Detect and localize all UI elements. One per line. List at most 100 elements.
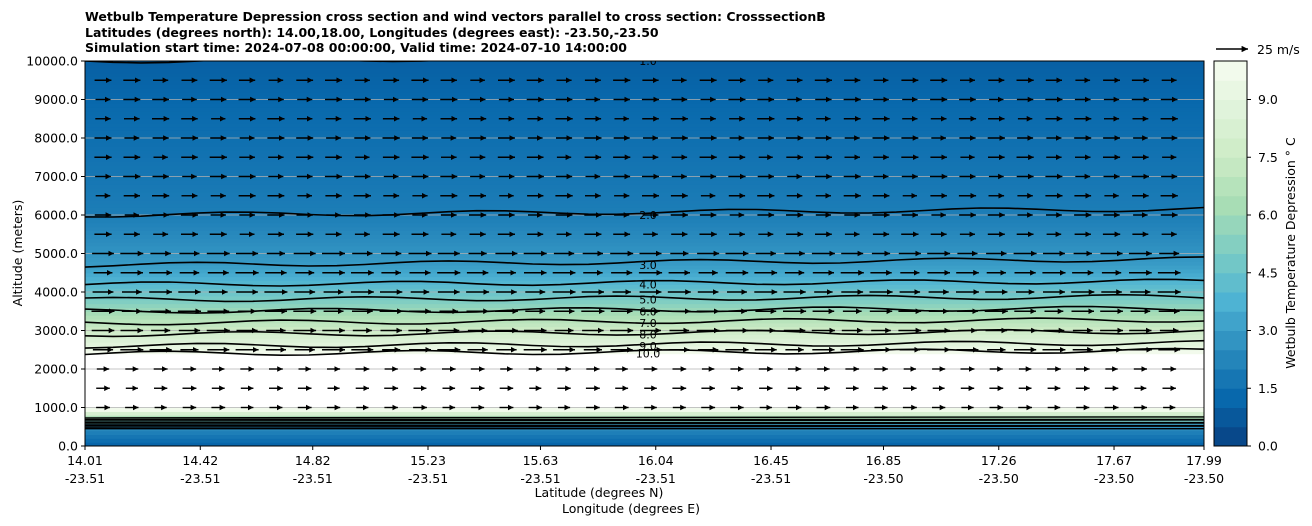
contour-band xyxy=(85,238,1204,243)
x-tick-label-longitude: -23.50 xyxy=(979,471,1019,486)
colorbar-tick-label: 9.0 xyxy=(1258,92,1278,107)
y-tick-label: 8000.0 xyxy=(34,131,78,146)
colorbar-tick-label: 0.0 xyxy=(1258,439,1278,454)
wind-vectors xyxy=(91,77,1181,411)
contour-band xyxy=(85,419,1204,424)
colorbar-segment xyxy=(1214,330,1247,351)
contour-band xyxy=(85,91,1204,97)
contour-band xyxy=(85,334,1204,339)
contour-band xyxy=(85,145,1204,151)
contour-band xyxy=(85,68,1204,74)
contour-label: 4.0 xyxy=(639,278,657,291)
colorbar-segment xyxy=(1214,234,1247,254)
contour-band xyxy=(85,261,1204,266)
contour-band xyxy=(85,442,1204,446)
contour-band xyxy=(85,257,1204,262)
colorbar-segment xyxy=(1214,272,1247,293)
x-tick-label-latitude: 15.63 xyxy=(523,453,559,468)
colorbar-segment xyxy=(1214,253,1247,274)
contour-band xyxy=(85,84,1204,89)
contour-band xyxy=(85,284,1204,289)
contour-band xyxy=(85,76,1204,81)
contour-band xyxy=(85,172,1204,178)
contour-band xyxy=(85,188,1204,193)
contour-line xyxy=(85,293,1204,303)
y-tick-label: 4000.0 xyxy=(34,285,78,300)
x-axis-label-longitude: Longitude (degrees E) xyxy=(562,501,700,516)
colorbar-segment xyxy=(1214,138,1247,158)
contour-band xyxy=(85,299,1204,305)
y-tick-label: 0.0 xyxy=(58,439,78,454)
x-tick-label-longitude: -23.51 xyxy=(636,471,676,486)
contour-band xyxy=(85,141,1204,147)
contour-band xyxy=(85,164,1204,170)
contour-band xyxy=(85,222,1204,228)
y-tick-label: 7000.0 xyxy=(34,169,78,184)
colorbar-segment xyxy=(1214,369,1247,389)
contour-band xyxy=(85,215,1204,220)
contour-band xyxy=(85,161,1204,166)
contour-band xyxy=(85,349,1204,355)
colorbar-frame xyxy=(1213,60,1248,447)
x-tick-label-latitude: 16.04 xyxy=(638,453,674,468)
contour-band xyxy=(85,318,1204,324)
contour-band xyxy=(85,87,1204,93)
contour-band xyxy=(85,111,1204,116)
contour-line xyxy=(85,422,1204,425)
x-tick-label-latitude: 17.67 xyxy=(1096,453,1132,468)
x-axis-label-latitude: Latitude (degrees N) xyxy=(535,485,664,500)
contour-band xyxy=(85,303,1204,308)
contour-band xyxy=(85,184,1204,189)
contour-band xyxy=(85,407,1204,412)
contour-line xyxy=(85,339,1204,349)
contour-band xyxy=(85,430,1204,436)
colorbar-segment xyxy=(1214,176,1247,197)
y-tick-label: 3000.0 xyxy=(34,323,78,338)
contour-band xyxy=(85,345,1204,351)
y-tick-label: 10000.0 xyxy=(26,54,78,69)
plot-area: 1.02.03.04.05.06.07.08.09.010.0 xyxy=(85,61,1204,446)
contour-line xyxy=(85,278,1204,287)
contour-band xyxy=(85,118,1204,124)
contour-band xyxy=(85,292,1204,297)
contour-band xyxy=(85,268,1204,274)
x-tick-label-latitude: 16.45 xyxy=(753,453,789,468)
contour-band xyxy=(85,338,1204,343)
contour-band xyxy=(85,230,1204,235)
contour-band xyxy=(85,249,1204,255)
contour-band xyxy=(85,72,1204,77)
quiver-key-label: 25 m/s xyxy=(1257,42,1300,57)
x-tick-label-latitude: 16.85 xyxy=(866,453,902,468)
contour-line xyxy=(85,419,1204,422)
contour-band xyxy=(85,234,1204,239)
contour-band xyxy=(85,61,1204,66)
y-tick-label: 5000.0 xyxy=(34,246,78,261)
contour-label: 10.0 xyxy=(636,348,661,361)
colorbar-segment xyxy=(1214,99,1247,120)
chart-subtitle-coords: Latitudes (degrees north): 14.00,18.00, … xyxy=(85,24,659,40)
contour-band xyxy=(85,99,1204,104)
contour-band xyxy=(85,114,1204,120)
x-tick-label-longitude: -23.50 xyxy=(1094,471,1134,486)
chart-title-block: Wetbulb Temperature Depression cross sec… xyxy=(85,9,826,56)
contour-band xyxy=(85,126,1204,131)
contour-line xyxy=(85,425,1204,428)
y-tick-label: 6000.0 xyxy=(34,208,78,223)
x-tick-label-longitude: -23.51 xyxy=(751,471,791,486)
x-tick-label-longitude: -23.51 xyxy=(408,471,448,486)
contour-band xyxy=(85,134,1204,139)
x-tick-label-latitude: 14.82 xyxy=(295,453,331,468)
colorbar-tick-label: 4.5 xyxy=(1258,265,1278,280)
contour-band xyxy=(85,245,1204,251)
colorbar-segment xyxy=(1214,311,1247,331)
contour-line xyxy=(85,317,1204,326)
chart-subtitle-times: Simulation start time: 2024-07-08 00:00:… xyxy=(85,40,627,55)
x-tick-label-longitude: -23.51 xyxy=(180,471,220,486)
contour-band xyxy=(85,157,1204,162)
contour-band xyxy=(85,153,1204,158)
x-tick-label-latitude: 17.26 xyxy=(981,453,1017,468)
contour-band xyxy=(85,207,1204,212)
x-tick-label-latitude: 15.23 xyxy=(410,453,446,468)
colorbar-segment xyxy=(1214,195,1247,216)
